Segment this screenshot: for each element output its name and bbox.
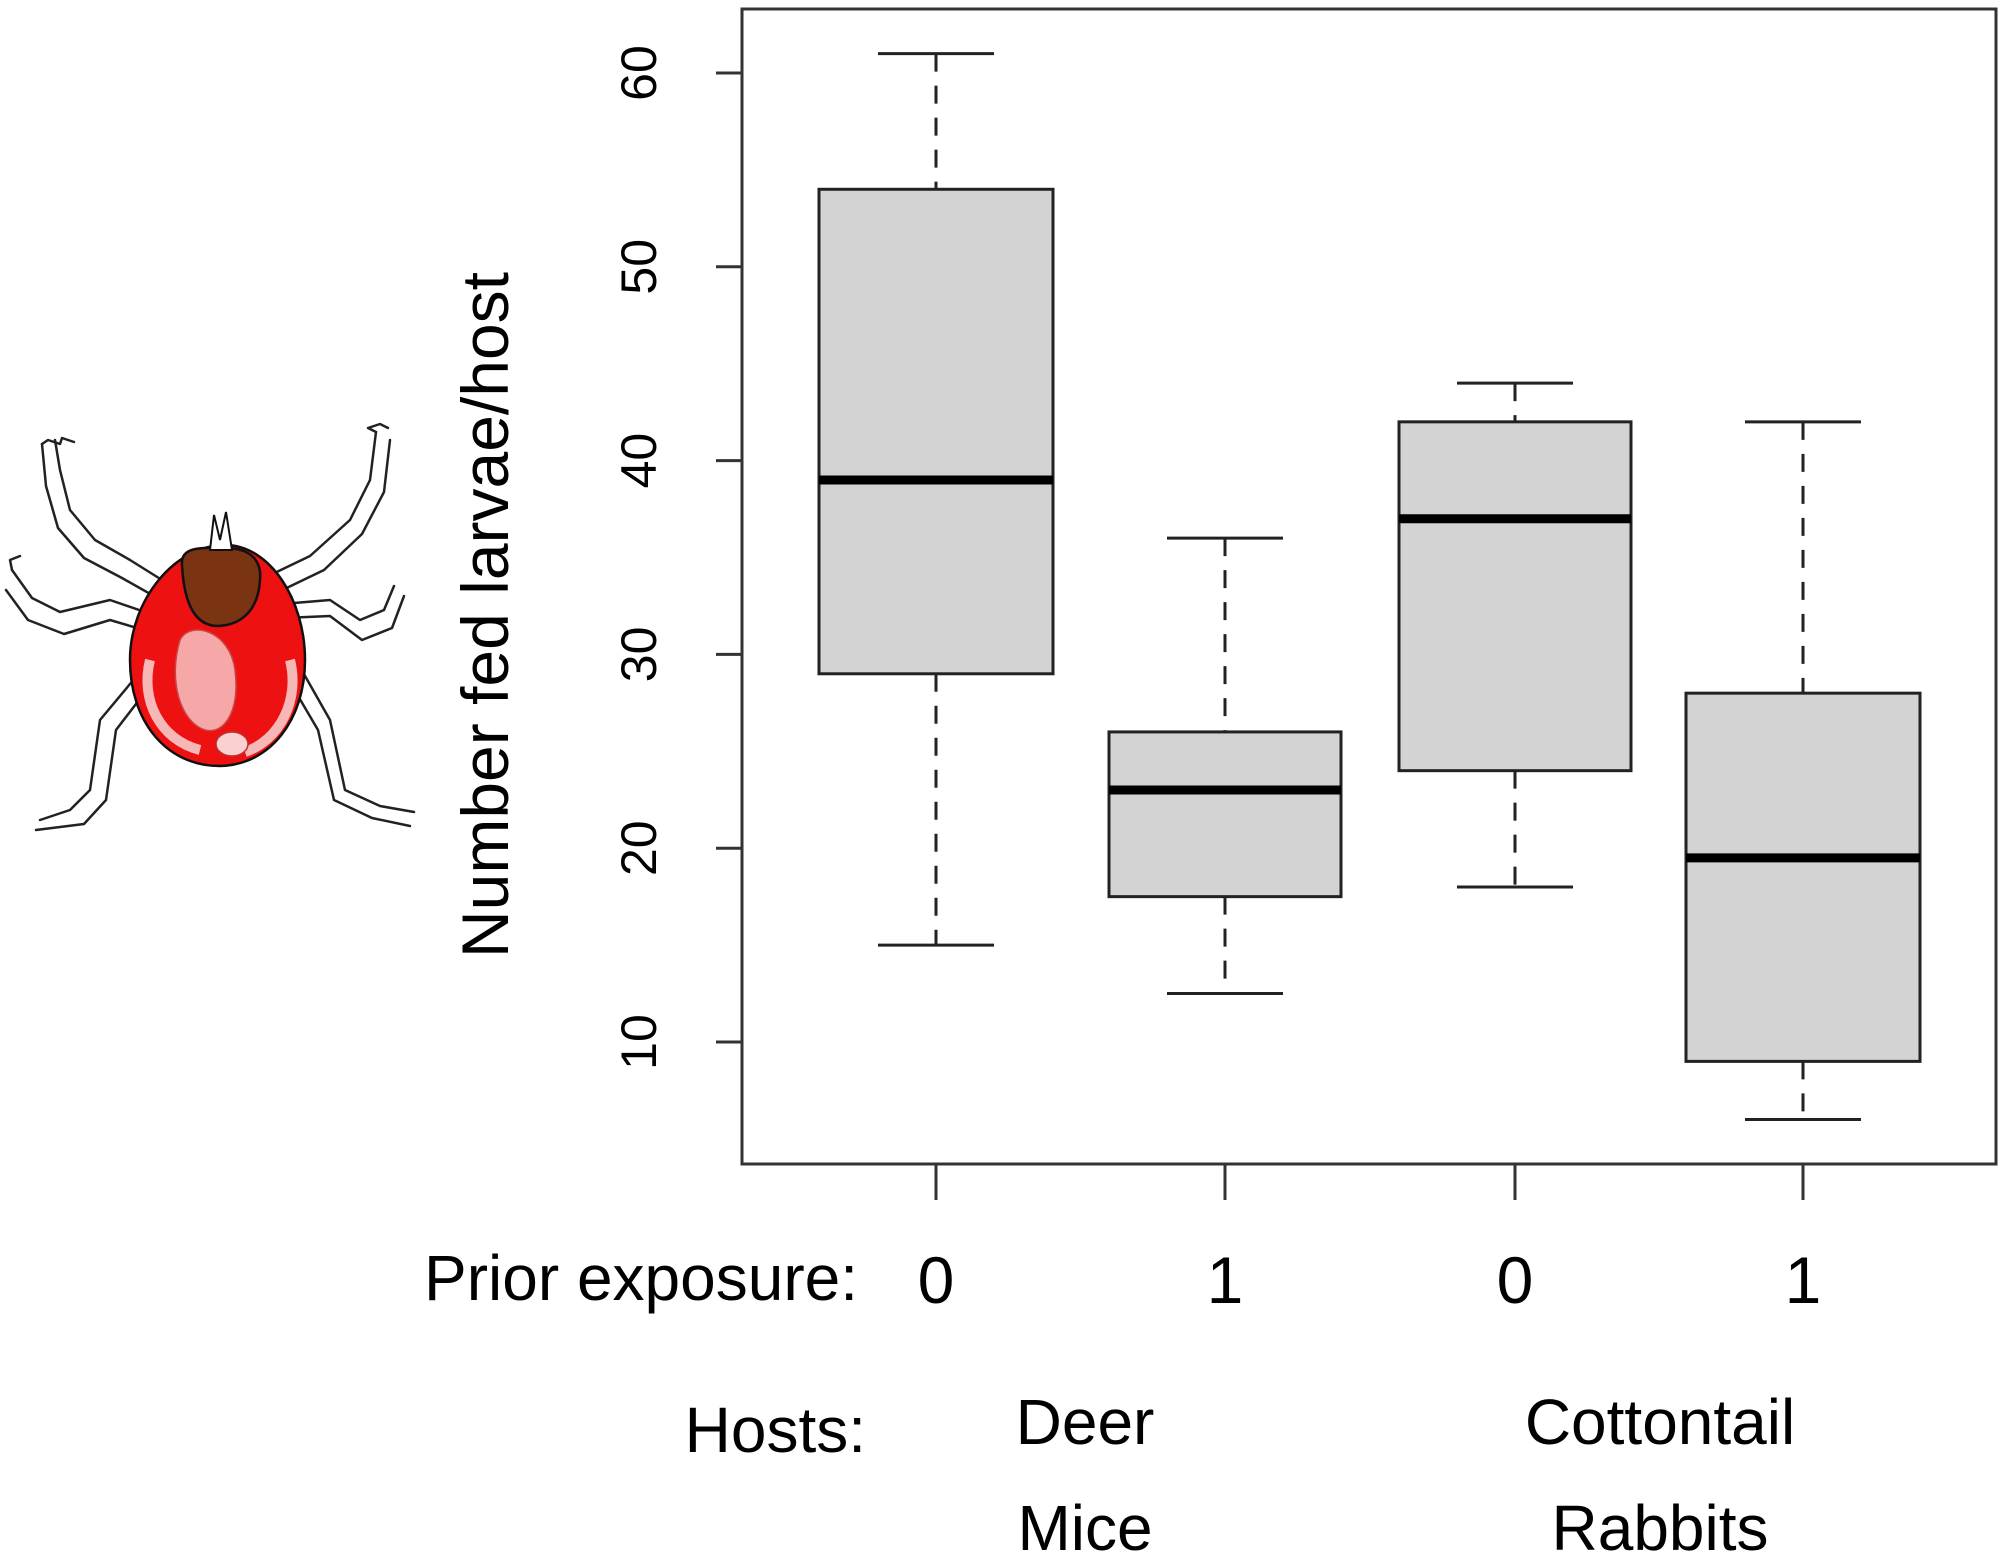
y-axis-title: Number fed larvae/host	[448, 272, 522, 958]
iqr-box	[1684, 691, 1922, 1063]
y-tick-label: 20	[611, 820, 667, 876]
x-tick-label: 0	[1497, 1243, 1534, 1317]
box-3	[1397, 381, 1633, 889]
y-tick-label: 30	[611, 627, 667, 683]
x-tick-label: 0	[918, 1243, 955, 1317]
host-group-labels: Deer Mice Cottontail Rabbits	[1016, 1386, 1796, 1564]
y-axis: 10 20 30 40 50 60	[611, 45, 744, 1070]
x-axis: 0 1 0 1	[918, 1164, 1822, 1317]
host-group-label: Cottontail	[1525, 1386, 1795, 1458]
host-group-label: Mice	[1017, 1492, 1152, 1564]
y-tick-label: 40	[611, 433, 667, 489]
iqr-box	[817, 187, 1055, 676]
x-tick-label: 1	[1785, 1243, 1822, 1317]
iqr-box	[1397, 420, 1633, 773]
box-1	[817, 52, 1055, 947]
box-4	[1684, 420, 1922, 1122]
iqr-box	[1107, 730, 1343, 899]
boxes	[817, 52, 1922, 1122]
y-tick-label: 60	[611, 45, 667, 101]
tick-illustration	[4, 422, 416, 832]
x-axis-caption: Prior exposure:	[424, 1242, 858, 1314]
hosts-caption: Hosts:	[685, 1394, 866, 1466]
y-tick-label: 50	[611, 239, 667, 295]
y-tick-label: 10	[611, 1014, 667, 1070]
box-2	[1107, 536, 1343, 996]
host-group-label: Rabbits	[1552, 1492, 1769, 1564]
host-group-label: Deer	[1016, 1386, 1155, 1458]
x-tick-label: 1	[1207, 1243, 1244, 1317]
